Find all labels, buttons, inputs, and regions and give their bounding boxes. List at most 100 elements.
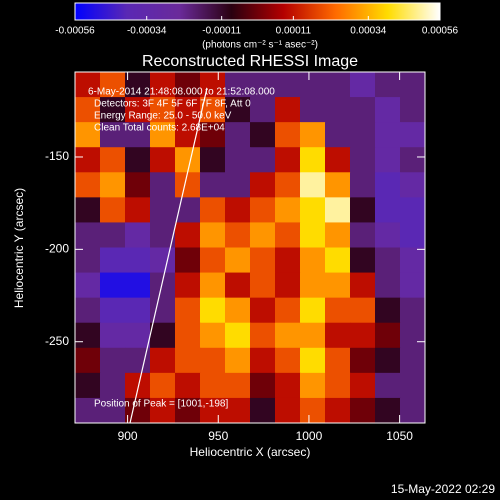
y-tick-label: -200 [45, 242, 69, 256]
heatmap-cell [225, 197, 251, 223]
heatmap-cell [325, 247, 351, 274]
heatmap-cell [75, 72, 101, 98]
heatmap-cell [125, 147, 151, 173]
heatmap-cell [300, 372, 326, 399]
heatmap-cell [375, 272, 401, 299]
heatmap-cell [175, 247, 201, 274]
colorbar-tick-label: -0.00034 [127, 26, 167, 37]
heatmap-cell [375, 122, 401, 148]
heatmap-cell [325, 397, 351, 424]
annotation: Position of Peak = [1001,-198] [94, 399, 228, 410]
heatmap-cell [300, 397, 326, 424]
heatmap-cell [75, 272, 101, 299]
heatmap-cell [400, 247, 426, 274]
x-tick-label: 1050 [386, 429, 413, 443]
heatmap-cell [250, 397, 276, 424]
heatmap-cell [350, 322, 376, 349]
heatmap-cell [75, 372, 101, 399]
heatmap-cell [375, 297, 401, 324]
heatmap-cell [275, 147, 301, 173]
heatmap-cell [325, 297, 351, 324]
chart-title: Reconstructed RHESSI Image [142, 53, 358, 70]
heatmap-cell [375, 247, 401, 274]
heatmap-cell [200, 72, 226, 98]
heatmap-cell [400, 97, 426, 123]
y-tick-label: -250 [45, 334, 69, 348]
heatmap-cell [100, 247, 126, 274]
heatmap-cell [175, 322, 201, 349]
heatmap-cell [150, 322, 176, 349]
heatmap-cell [250, 247, 276, 274]
heatmap-cell [375, 172, 401, 198]
heatmap-cell [200, 172, 226, 198]
heatmap-cell [200, 372, 226, 399]
heatmap-cell [225, 97, 251, 123]
heatmap-cell [100, 72, 126, 98]
limb-line [129, 87, 208, 424]
heatmap-cell [225, 347, 251, 374]
annotation: 6-May-2014 21:48:08.000 to 21:52:08.000 [88, 87, 275, 98]
colorbar-tick-label: 0.00056 [422, 26, 459, 37]
heatmap-cell [125, 397, 151, 424]
heatmap-cell [175, 347, 201, 374]
y-tick-label: -150 [45, 149, 69, 163]
heatmap-cell [325, 322, 351, 349]
heatmap-cell [200, 397, 226, 424]
heatmap-cell [150, 97, 176, 123]
heatmap-cell [375, 347, 401, 374]
heatmap-cell [225, 147, 251, 173]
heatmap-cell [200, 272, 226, 299]
heatmap-cell [300, 147, 326, 173]
heatmap-cell [325, 172, 351, 198]
heatmap-cell [125, 297, 151, 324]
heatmap-cell [75, 197, 101, 223]
heatmap-cell [75, 172, 101, 198]
heatmap-cell [225, 172, 251, 198]
heatmap-cell [375, 147, 401, 173]
heatmap-cell [275, 122, 301, 148]
heatmap-cell [275, 347, 301, 374]
heatmap-cell [325, 222, 351, 248]
heatmap-cell [275, 322, 301, 349]
heatmap-cell [275, 272, 301, 299]
heatmap-cell [400, 272, 426, 299]
heatmap-cell [250, 72, 276, 98]
heatmap-cell [325, 197, 351, 223]
heatmap-cell [375, 72, 401, 98]
colorbar-tick-label: 0.00034 [350, 26, 387, 37]
heatmap-cell [300, 172, 326, 198]
heatmap-cell [325, 122, 351, 148]
heatmap-cell [275, 172, 301, 198]
colorbar-label: (photons cm⁻² s⁻¹ asec⁻²) [202, 40, 318, 51]
heatmap-cell [250, 122, 276, 148]
x-tick-label: 1000 [296, 429, 323, 443]
heatmap-cell [400, 397, 426, 424]
heatmap-cell [100, 222, 126, 248]
heatmap-cell [400, 197, 426, 223]
heatmap-cell [150, 272, 176, 299]
heatmap-cell [150, 372, 176, 399]
heatmap-cell [275, 397, 301, 424]
heatmap-cell [400, 147, 426, 173]
heatmap-cell [350, 222, 376, 248]
heatmap-cell [100, 147, 126, 173]
heatmap-cell [225, 122, 251, 148]
heatmap-cell [100, 172, 126, 198]
heatmap-cell [250, 322, 276, 349]
heatmap-cell [125, 172, 151, 198]
heatmap-cell [325, 72, 351, 98]
heatmap-cell [150, 347, 176, 374]
heatmap-cell [225, 247, 251, 274]
heatmap-cell [125, 222, 151, 248]
heatmap-cell [125, 97, 151, 123]
heatmap-cell [125, 197, 151, 223]
heatmap-cell [250, 272, 276, 299]
heatmap-cell [350, 147, 376, 173]
heatmap-cell [100, 397, 126, 424]
heatmap-cell [400, 347, 426, 374]
heatmap-cell [75, 322, 101, 349]
heatmap-cell [375, 97, 401, 123]
heatmap-cell [225, 297, 251, 324]
heatmap-cell [300, 97, 326, 123]
heatmap-cell [175, 72, 201, 98]
